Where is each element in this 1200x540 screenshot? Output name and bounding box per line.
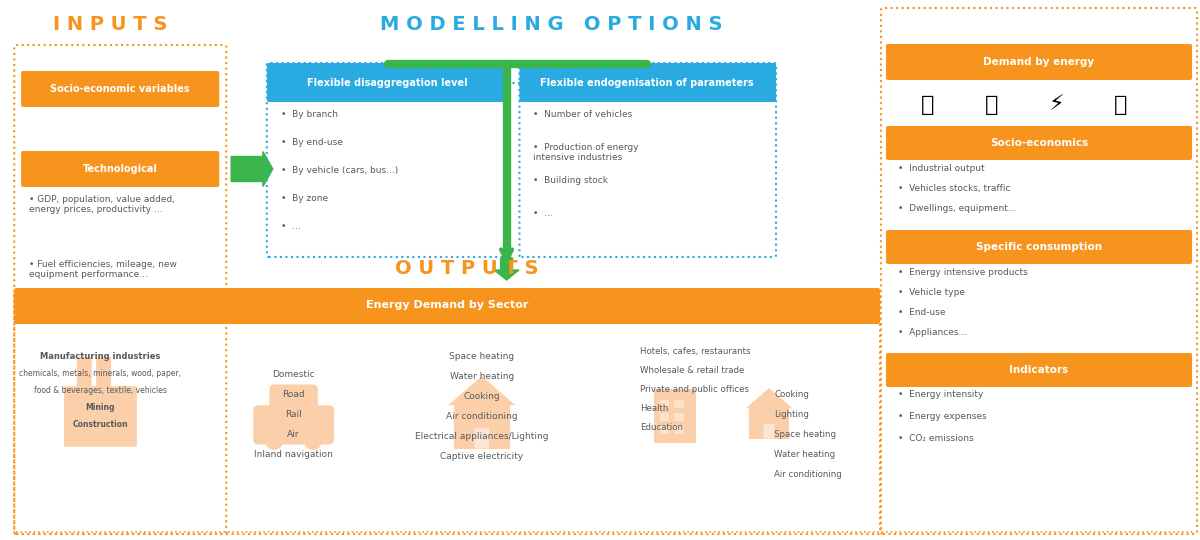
- Text: Space heating: Space heating: [449, 352, 515, 361]
- FancyBboxPatch shape: [269, 384, 318, 417]
- Circle shape: [305, 433, 322, 449]
- Text: •  Building stock: • Building stock: [533, 176, 608, 185]
- Text: •  ...: • ...: [533, 209, 553, 218]
- Text: Construction: Construction: [72, 420, 128, 429]
- FancyBboxPatch shape: [266, 63, 509, 102]
- Text: 🔥: 🔥: [920, 95, 935, 115]
- Text: •  Energy intensity: • Energy intensity: [898, 390, 983, 399]
- FancyBboxPatch shape: [886, 126, 1192, 160]
- Text: Private and public offices: Private and public offices: [641, 385, 749, 394]
- Text: Specific consumption: Specific consumption: [976, 242, 1102, 252]
- FancyBboxPatch shape: [763, 424, 774, 438]
- Text: •  Number of vehicles: • Number of vehicles: [533, 110, 632, 119]
- FancyBboxPatch shape: [22, 71, 220, 107]
- FancyBboxPatch shape: [749, 407, 788, 438]
- Text: Electrical appliances/Lighting: Electrical appliances/Lighting: [415, 432, 548, 441]
- Text: Domestic: Domestic: [272, 370, 314, 379]
- Text: •  Energy expenses: • Energy expenses: [898, 412, 986, 421]
- FancyBboxPatch shape: [886, 44, 1192, 80]
- Text: Energy Demand by Sector: Energy Demand by Sector: [366, 300, 528, 310]
- Text: Hotels, cafes, restaurants: Hotels, cafes, restaurants: [641, 347, 751, 356]
- Text: •  Vehicles stocks, traffic: • Vehicles stocks, traffic: [898, 184, 1010, 193]
- FancyBboxPatch shape: [14, 288, 880, 324]
- Text: •  End-use: • End-use: [898, 308, 946, 317]
- FancyBboxPatch shape: [660, 426, 670, 434]
- Text: •  Energy intensive products: • Energy intensive products: [898, 268, 1027, 277]
- FancyBboxPatch shape: [886, 353, 1192, 387]
- Text: Air conditioning: Air conditioning: [446, 412, 517, 421]
- Text: Air: Air: [287, 430, 300, 439]
- Text: Demand by energy: Demand by energy: [984, 57, 1094, 67]
- FancyArrow shape: [494, 258, 518, 280]
- Text: O U T P U T S: O U T P U T S: [395, 259, 539, 278]
- FancyBboxPatch shape: [454, 404, 510, 449]
- Text: •  CO₂ emissions: • CO₂ emissions: [898, 434, 973, 443]
- Text: •  By branch: • By branch: [281, 110, 337, 119]
- FancyBboxPatch shape: [674, 400, 684, 408]
- Text: Captive electricity: Captive electricity: [440, 452, 523, 461]
- Text: •  Industrial output: • Industrial output: [898, 164, 984, 173]
- FancyBboxPatch shape: [674, 413, 684, 421]
- Text: •  By vehicle (cars, bus...): • By vehicle (cars, bus...): [281, 166, 398, 175]
- Text: M O D E L L I N G   O P T I O N S: M O D E L L I N G O P T I O N S: [380, 16, 722, 35]
- Text: Socio-economics: Socio-economics: [990, 138, 1088, 148]
- FancyBboxPatch shape: [520, 63, 776, 102]
- Polygon shape: [746, 388, 792, 408]
- Text: Technological: Technological: [83, 164, 157, 174]
- Text: Water heating: Water heating: [774, 450, 835, 459]
- Text: ⛏: ⛏: [1114, 95, 1128, 115]
- Text: •  By end-use: • By end-use: [281, 138, 342, 147]
- FancyBboxPatch shape: [22, 151, 220, 187]
- Text: •  Dwellings, equipment...: • Dwellings, equipment...: [898, 204, 1016, 213]
- Text: •  Vehicle type: • Vehicle type: [898, 288, 965, 297]
- Text: Socio-economic variables: Socio-economic variables: [50, 84, 190, 94]
- Text: Manufacturing industries: Manufacturing industries: [41, 352, 161, 361]
- Text: Flexible endogenisation of parameters: Flexible endogenisation of parameters: [540, 78, 754, 87]
- FancyBboxPatch shape: [674, 426, 684, 434]
- Text: chemicals, metals, minerals, wood, paper,: chemicals, metals, minerals, wood, paper…: [19, 369, 181, 378]
- FancyArrow shape: [232, 152, 272, 186]
- Text: Air conditioning: Air conditioning: [774, 470, 841, 479]
- Text: • GDP, population, value added,
energy prices, productivity ...: • GDP, population, value added, energy p…: [29, 195, 175, 214]
- Circle shape: [266, 433, 283, 449]
- FancyBboxPatch shape: [886, 230, 1192, 264]
- Polygon shape: [449, 376, 515, 405]
- Text: •  By zone: • By zone: [281, 194, 328, 203]
- Text: Inland navigation: Inland navigation: [254, 450, 334, 459]
- Text: •  Production of energy
intensive industries: • Production of energy intensive industr…: [533, 143, 638, 163]
- Text: Cooking: Cooking: [463, 392, 500, 401]
- FancyBboxPatch shape: [64, 386, 137, 447]
- Text: Health: Health: [641, 404, 668, 413]
- Text: Lighting: Lighting: [774, 410, 809, 419]
- FancyBboxPatch shape: [77, 357, 91, 392]
- Text: food & beverages, textile, vehicles: food & beverages, textile, vehicles: [34, 386, 167, 395]
- FancyBboxPatch shape: [654, 389, 696, 443]
- FancyBboxPatch shape: [660, 413, 670, 421]
- Text: Space heating: Space heating: [774, 430, 836, 439]
- FancyBboxPatch shape: [96, 357, 112, 392]
- Text: 🔥: 🔥: [985, 95, 998, 115]
- Text: ⚡: ⚡: [1049, 95, 1064, 115]
- Text: • Fuel efficiencies, mileage, new
equipment performance...: • Fuel efficiencies, mileage, new equipm…: [29, 260, 176, 279]
- Text: Mining: Mining: [85, 403, 115, 412]
- FancyBboxPatch shape: [660, 400, 670, 408]
- FancyBboxPatch shape: [474, 428, 490, 449]
- Text: Education: Education: [641, 423, 683, 432]
- Text: I N P U T S: I N P U T S: [53, 16, 168, 35]
- Text: Indicators: Indicators: [1009, 365, 1069, 375]
- Text: Cooking: Cooking: [774, 390, 809, 399]
- Text: •  Appliances...: • Appliances...: [898, 328, 967, 337]
- Text: Wholesale & retail trade: Wholesale & retail trade: [641, 366, 745, 375]
- Text: Water heating: Water heating: [450, 372, 514, 381]
- FancyBboxPatch shape: [253, 405, 334, 444]
- Text: Road: Road: [282, 390, 305, 399]
- Text: •  ...: • ...: [281, 222, 300, 231]
- Text: Flexible disaggregation level: Flexible disaggregation level: [307, 78, 468, 87]
- Text: Rail: Rail: [286, 410, 302, 419]
